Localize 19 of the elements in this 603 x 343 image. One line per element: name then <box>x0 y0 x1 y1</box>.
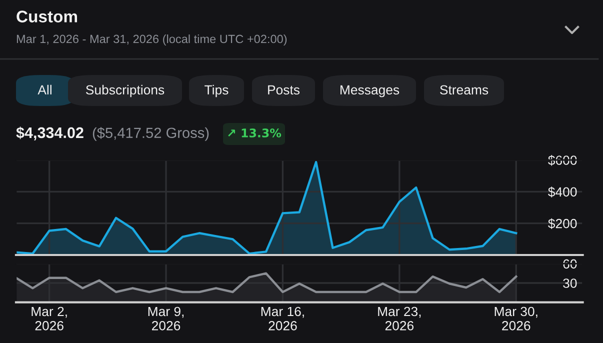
text: Streams <box>440 85 488 95</box>
x-tick-label: Mar 9, 2026 <box>148 306 184 330</box>
text: ($5,417.52 Gross) <box>92 127 209 141</box>
text: Tips <box>204 84 228 98</box>
text: Subscriptions <box>86 84 164 98</box>
x-tick-label: Mar 30, 2026 <box>494 306 538 330</box>
text: $4,334.02 <box>16 126 84 140</box>
text: ↗ 13.3% <box>228 128 282 138</box>
text: All <box>38 84 52 94</box>
x-tick-label: Mar 2, 2026 <box>32 306 67 330</box>
y-tick-label: $200 <box>548 218 577 230</box>
x-tick-label: Mar 16, 2026 <box>261 306 304 330</box>
text: Messages <box>340 85 400 98</box>
chart-subtitle: Mar 1, 2026 - Mar 31, 2026 (local time UTC +02:00) <box>16 34 287 46</box>
text: Posts <box>268 85 300 95</box>
x-tick-label: Mar 23, 2026 <box>378 306 421 330</box>
y-tick-label: $400 <box>548 186 577 198</box>
y-tick-label: 30 <box>563 278 577 288</box>
chart-title: Custom <box>16 10 78 22</box>
